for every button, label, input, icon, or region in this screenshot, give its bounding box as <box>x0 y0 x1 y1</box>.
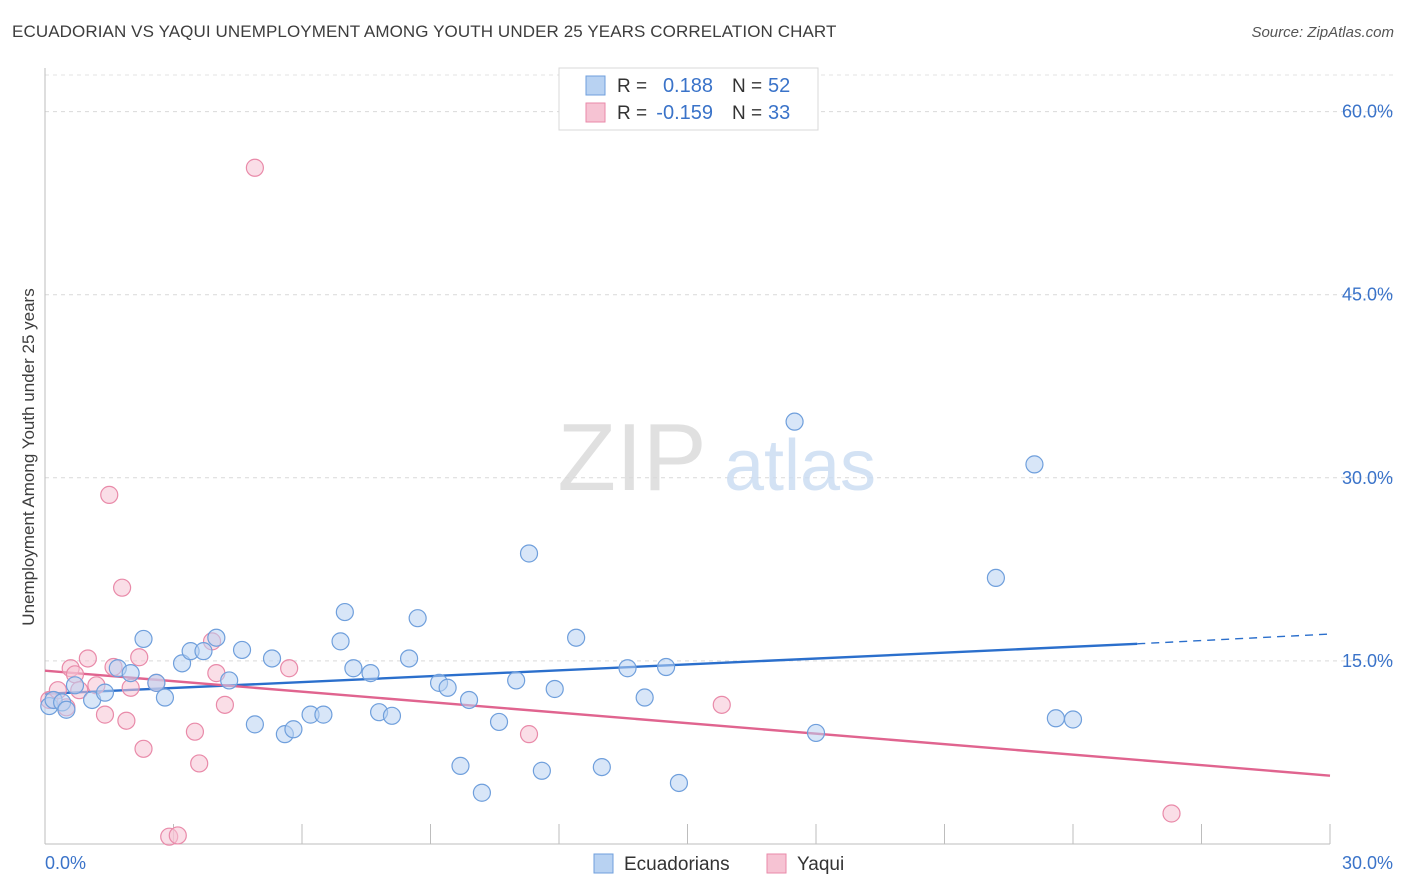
point-ecuadorians-3 <box>57 700 76 719</box>
legend-label-yaqui: Yaqui <box>797 854 844 875</box>
legend-swatch-yaqui <box>585 102 606 123</box>
point-ecuadorians-25 <box>335 602 354 622</box>
point-yaqui-20 <box>190 754 209 773</box>
legend-n-value-yaqui: 33 <box>768 102 790 124</box>
point-yaqui-19 <box>185 722 205 741</box>
point-ecuadorians-30 <box>399 649 419 668</box>
legend-r-value-ecuadorians: 0.188 <box>663 75 713 97</box>
grid-lines <box>45 74 1393 662</box>
point-ecuadorians-15 <box>207 628 226 647</box>
trend-line-yaqui <box>44 669 1331 777</box>
point-ecuadorians-19 <box>262 649 282 668</box>
point-yaqui-25 <box>280 659 299 678</box>
chart-title: ECUADORIAN VS YAQUI UNEMPLOYMENT AMONG Y… <box>12 22 837 41</box>
y-tick-label-1: 30.0% <box>1342 468 1393 488</box>
point-yaqui-28 <box>1162 804 1181 823</box>
point-ecuadorians-40 <box>532 761 551 780</box>
y-tick-labels: 15.0% 30.0% 45.0% 60.0% <box>1342 102 1393 671</box>
legend-swatch-ecuadorians <box>585 75 606 96</box>
legend-r-label-1: R = <box>617 76 647 97</box>
legend-n-label-2: N = <box>732 103 762 124</box>
point-ecuadorians-33 <box>438 678 457 697</box>
point-yaqui-11 <box>112 578 132 597</box>
point-ecuadorians-14 <box>194 642 213 661</box>
point-yaqui-15 <box>134 739 153 758</box>
x-tick-labels: 0.0% 30.0% <box>45 853 1393 873</box>
point-ecuadorians-23 <box>314 705 333 724</box>
legend-n-label-1: N = <box>732 76 762 97</box>
point-ecuadorians-50 <box>986 568 1006 588</box>
point-ecuadorians-53 <box>1063 710 1083 729</box>
point-ecuadorians-11 <box>155 688 175 707</box>
point-ecuadorians-39 <box>519 544 539 563</box>
legend-r-label-2: R = <box>617 103 647 124</box>
point-ecuadorians-31 <box>408 609 427 628</box>
point-ecuadorians-45 <box>635 688 654 707</box>
point-ecuadorians-29 <box>382 706 402 725</box>
legend-n-value-ecuadorians: 52 <box>768 75 790 97</box>
point-ecuadorians-34 <box>451 756 470 775</box>
watermark-zip: ZIP <box>557 404 706 511</box>
point-ecuadorians-37 <box>489 712 509 732</box>
trend-line-ecuadorians-extension <box>1137 633 1331 645</box>
point-yaqui-24 <box>245 158 264 177</box>
point-ecuadorians-6 <box>95 683 115 702</box>
point-yaqui-8 <box>95 705 115 724</box>
point-ecuadorians-42 <box>567 628 586 647</box>
legend-label-ecuadorians: Ecuadorians <box>624 854 730 875</box>
point-ecuadorians-10 <box>147 673 166 692</box>
point-ecuadorians-49 <box>806 723 826 743</box>
legend-swatch-ecuadorians-bottom <box>593 853 614 874</box>
point-yaqui-14 <box>130 648 149 667</box>
point-ecuadorians-9 <box>134 629 153 649</box>
point-ecuadorians-16 <box>220 671 239 690</box>
point-ecuadorians-26 <box>344 659 363 678</box>
axes <box>44 68 1331 845</box>
point-ecuadorians-8 <box>121 664 140 683</box>
point-yaqui-18 <box>168 826 187 845</box>
x-tick-label-min: 0.0% <box>45 853 86 873</box>
point-ecuadorians-24 <box>331 632 350 651</box>
point-yaqui-26 <box>519 725 539 744</box>
point-ecuadorians-35 <box>459 690 479 710</box>
y-axis-label: Unemployment Among Youth under 25 years <box>19 288 38 625</box>
point-ecuadorians-21 <box>284 720 303 739</box>
x-tick-label-max: 30.0% <box>1342 853 1393 873</box>
legend-swatch-yaqui-bottom <box>766 853 787 874</box>
point-ecuadorians-47 <box>669 773 689 793</box>
series-legend: Ecuadorians Yaqui <box>593 853 844 875</box>
point-ecuadorians-41 <box>545 679 564 699</box>
point-yaqui-6 <box>78 649 97 668</box>
y-tick-label-3: 60.0% <box>1342 102 1393 122</box>
point-yaqui-23 <box>215 695 234 714</box>
point-ecuadorians-43 <box>592 757 611 777</box>
y-tick-label-0: 15.0% <box>1342 651 1393 671</box>
point-ecuadorians-38 <box>507 671 526 690</box>
point-ecuadorians-18 <box>245 715 264 734</box>
point-ecuadorians-17 <box>232 640 252 660</box>
watermark-atlas: atlas <box>724 426 876 506</box>
point-yaqui-9 <box>100 485 119 504</box>
point-ecuadorians-48 <box>785 412 804 431</box>
point-ecuadorians-51 <box>1025 455 1044 474</box>
correlation-legend: R = 0.188 N = 52 R = -0.159 N = 33 <box>558 67 819 131</box>
point-ecuadorians-36 <box>472 783 491 802</box>
point-ecuadorians-27 <box>361 664 380 683</box>
data-points <box>40 158 1181 846</box>
point-ecuadorians-52 <box>1046 709 1065 728</box>
watermark: ZIP atlas <box>557 404 876 511</box>
legend-r-value-yaqui: -0.159 <box>656 102 713 124</box>
point-yaqui-12 <box>117 711 136 730</box>
source-credit: Source: ZipAtlas.com <box>1251 24 1394 41</box>
y-tick-label-2: 45.0% <box>1342 285 1393 305</box>
point-ecuadorians-44 <box>618 659 637 678</box>
point-yaqui-27 <box>712 695 731 714</box>
point-ecuadorians-4 <box>65 676 85 695</box>
point-ecuadorians-46 <box>656 657 676 677</box>
